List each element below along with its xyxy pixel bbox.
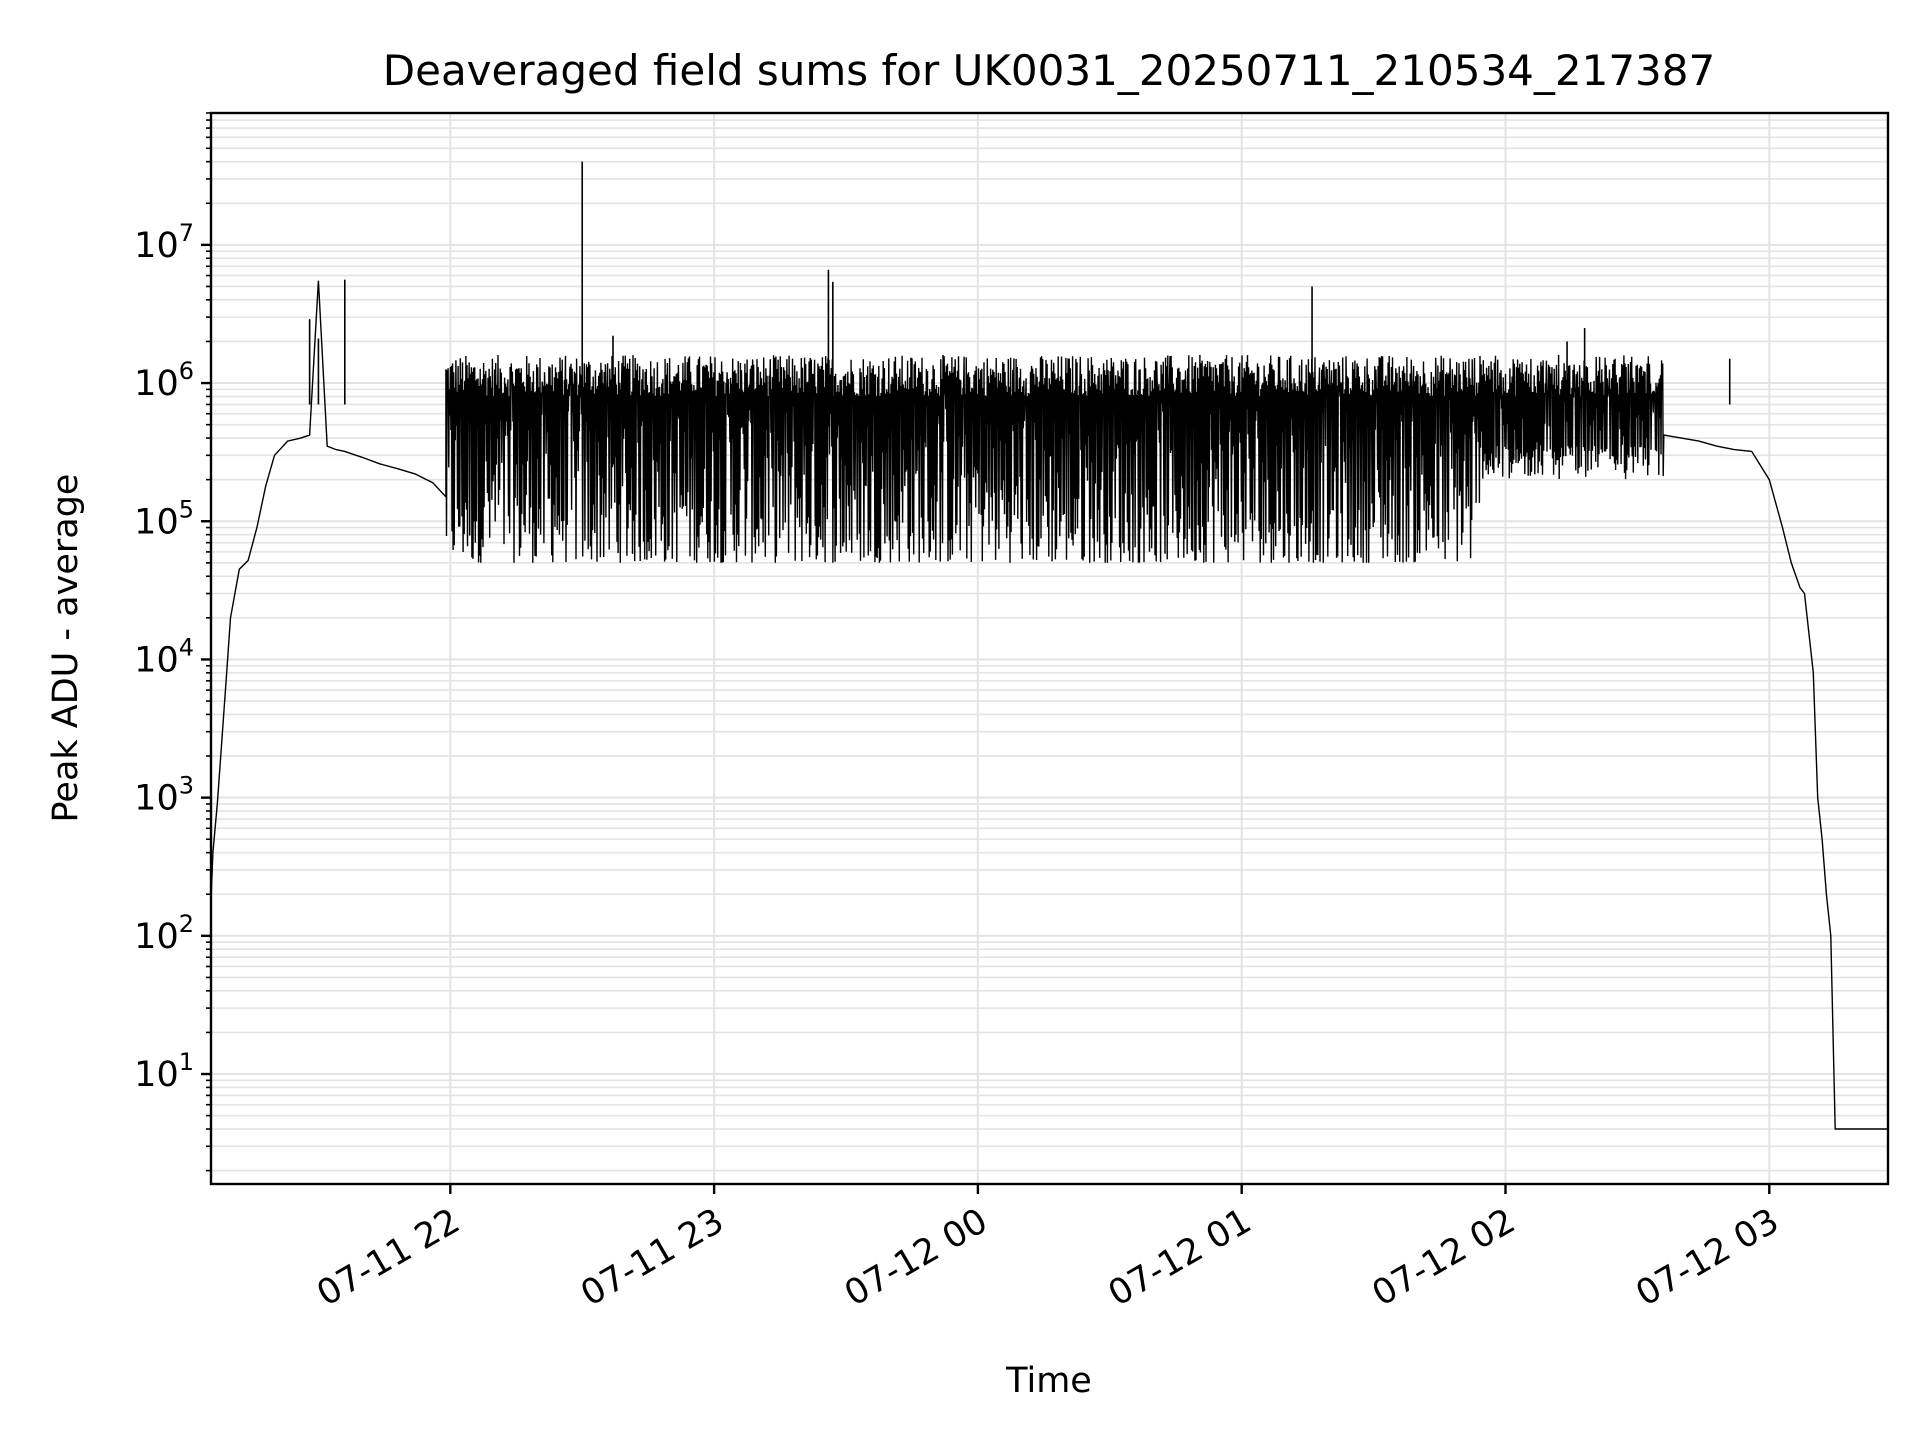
x-tick-label: 07-11 22 (311, 1201, 467, 1314)
y-axis-ticks: 101 102 103 104 105 106 107 (134, 112, 211, 1172)
x-axis-ticks: 07-11 22 07-11 23 07-12 00 07-12 01 07-12 02… (311, 1184, 1786, 1314)
y-tick-label: 107 (134, 219, 194, 266)
y-tick-label: 106 (134, 357, 194, 404)
y-tick-label: 104 (134, 633, 194, 680)
x-tick-label: 07-11 23 (574, 1201, 730, 1314)
y-tick-label: 105 (134, 495, 194, 542)
data-line (210, 161, 1888, 1130)
series-line (210, 280, 1888, 1130)
y-tick-label: 102 (134, 910, 194, 957)
chart-title: Deaveraged field sums for UK0031_2025071… (383, 46, 1715, 95)
x-tick-label: 07-12 01 (1102, 1201, 1258, 1314)
x-tick-label: 07-12 00 (838, 1201, 994, 1314)
grid (211, 112, 1888, 1184)
y-tick-label: 103 (134, 772, 194, 819)
x-tick-label: 07-12 03 (1630, 1201, 1786, 1314)
y-axis-label: Peak ADU - average (46, 474, 86, 823)
x-tick-label: 07-12 02 (1366, 1201, 1522, 1314)
y-tick-label: 101 (134, 1048, 194, 1095)
plot-frame (209, 111, 1890, 1186)
x-axis-label: Time (1005, 1361, 1092, 1401)
